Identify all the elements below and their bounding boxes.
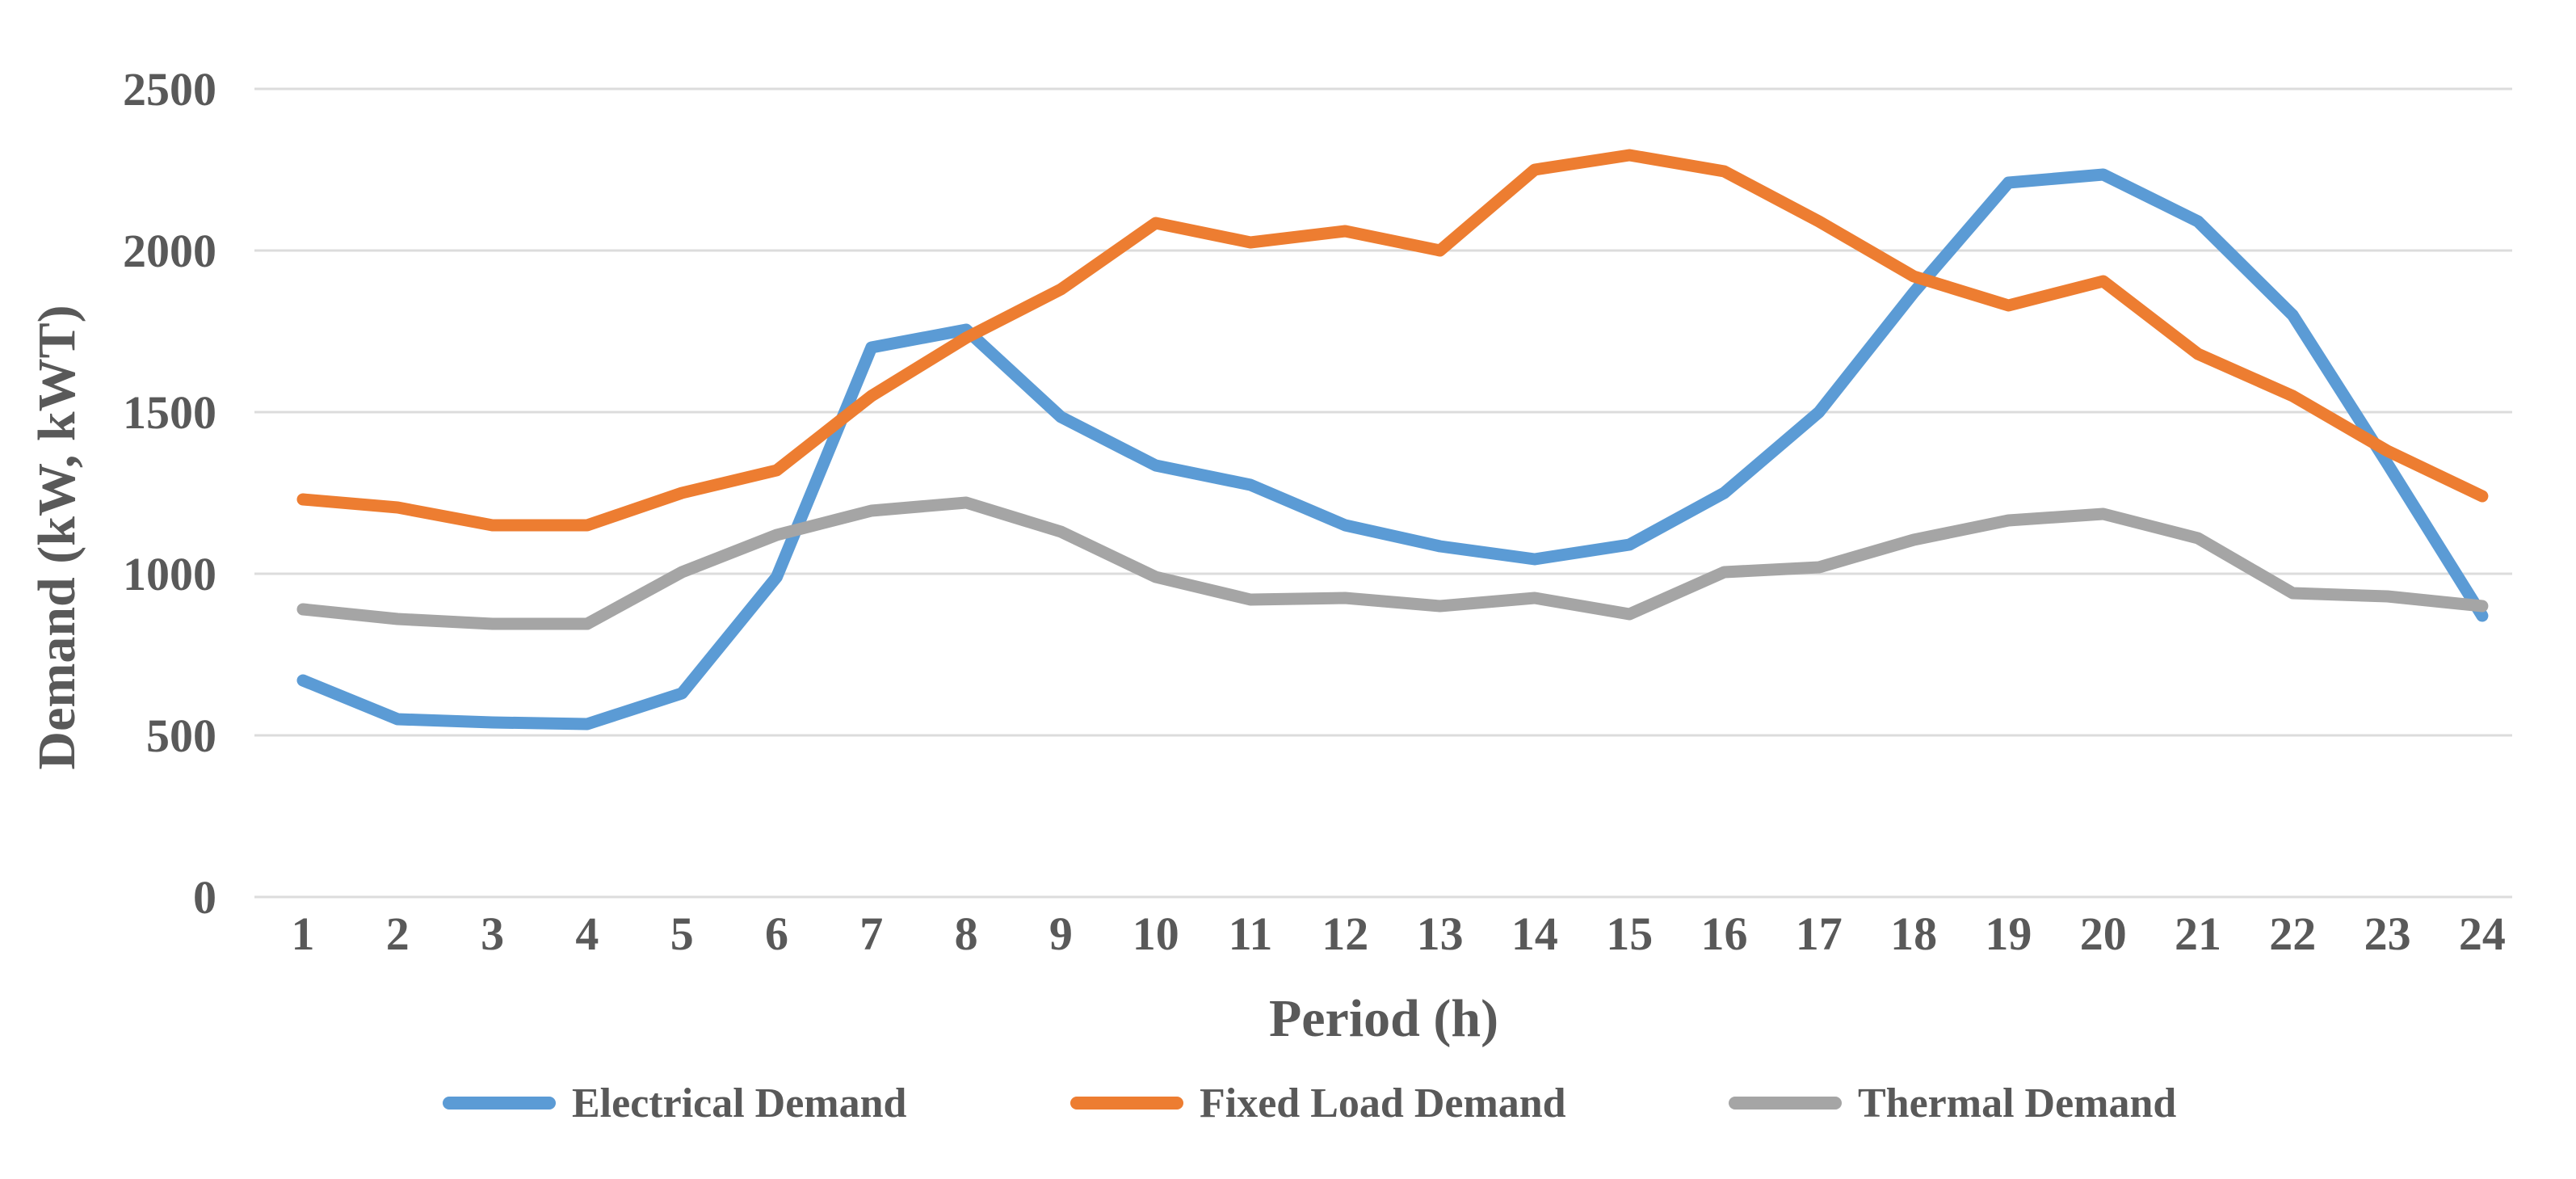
x-tick-label: 16 — [1701, 907, 1748, 960]
x-tick-label: 12 — [1322, 907, 1368, 960]
legend-swatch-fixed-load-demand — [1070, 1097, 1183, 1110]
x-tick-label: 8 — [955, 907, 978, 960]
x-tick-label: 20 — [2080, 907, 2127, 960]
series-line-thermal-demand — [296, 496, 2489, 630]
x-tick-label: 11 — [1229, 907, 1273, 960]
y-axis-title: Demand (kW, kWT) — [27, 305, 86, 769]
x-tick-label: 21 — [2175, 907, 2221, 960]
y-tick-label: 2000 — [123, 225, 216, 277]
x-tick-label: 22 — [2269, 907, 2316, 960]
legend-swatch-thermal-demand — [1729, 1097, 1842, 1110]
legend: Electrical Demand Fixed Load Demand Therma… — [443, 1080, 2176, 1126]
x-tick-label: 9 — [1049, 907, 1073, 960]
x-tick-label: 15 — [1606, 907, 1653, 960]
series-line-fixed-load-demand — [296, 149, 2489, 532]
y-tick-label: 500 — [146, 710, 216, 762]
series-lines — [296, 149, 2489, 731]
x-tick-label: 13 — [1417, 907, 1464, 960]
series-line-electrical-demand — [296, 168, 2489, 731]
y-tick-label: 1000 — [123, 548, 216, 600]
x-axis-tick-labels: 1 2 3 4 5 6 7 8 9 10 11 12 13 14 15 16 17 18 19 20 21 22 23 24 — [292, 907, 2506, 960]
y-tick-label: 2500 — [123, 63, 216, 116]
x-tick-label: 1 — [292, 907, 315, 960]
x-tick-label: 19 — [1985, 907, 2032, 960]
legend-swatch-electrical-demand — [443, 1097, 556, 1110]
x-tick-label: 2 — [386, 907, 410, 960]
x-tick-label: 10 — [1133, 907, 1179, 960]
legend-label: Electrical Demand — [572, 1080, 907, 1126]
x-tick-label: 7 — [859, 907, 883, 960]
y-axis-tick-labels: 0 500 1000 1500 2000 2500 — [123, 63, 216, 924]
y-tick-label: 1500 — [123, 386, 216, 439]
legend-label: Fixed Load Demand — [1200, 1080, 1566, 1126]
x-tick-label: 6 — [765, 907, 788, 960]
x-tick-label: 14 — [1511, 907, 1558, 960]
x-axis-title: Period (h) — [1269, 989, 1498, 1048]
x-tick-label: 23 — [2364, 907, 2411, 960]
gridlines — [254, 87, 2512, 899]
legend-label: Thermal Demand — [1858, 1080, 2176, 1126]
y-tick-label: 0 — [193, 871, 216, 924]
x-tick-label: 5 — [670, 907, 694, 960]
x-tick-label: 24 — [2459, 907, 2506, 960]
x-tick-label: 18 — [1890, 907, 1937, 960]
x-tick-label: 17 — [1796, 907, 1843, 960]
x-tick-label: 3 — [481, 907, 504, 960]
x-tick-label: 4 — [575, 907, 599, 960]
